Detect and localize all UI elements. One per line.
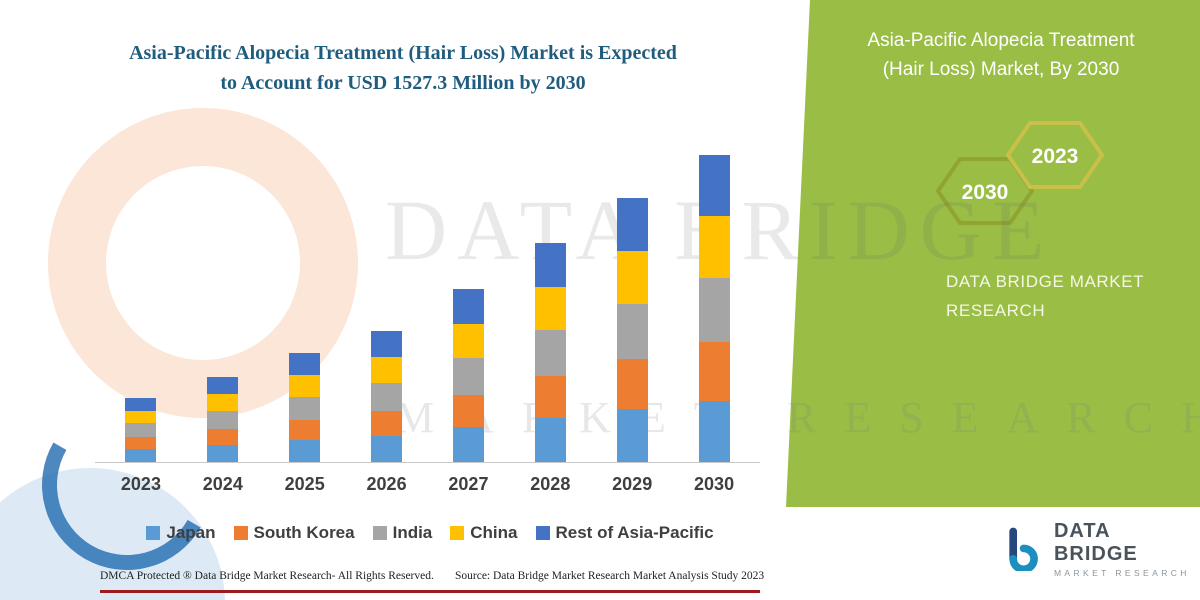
panel-brand-text: DATA BRIDGE MARKET RESEARCH	[946, 268, 1186, 326]
bar-segment-south-korea	[698, 342, 730, 401]
bar-segment-china	[534, 286, 566, 331]
bar-segment-india	[534, 330, 566, 377]
side-panel-title: Asia-Pacific Alopecia Treatment (Hair Lo…	[816, 26, 1186, 85]
bar-segment-rest-of-asia-pacific	[534, 242, 566, 287]
chart-legend: Japan South Korea India China Rest of Asia-P…	[90, 523, 770, 543]
bar-segment-rest-of-asia-pacific	[698, 154, 730, 217]
bar-segment-rest-of-asia-pacific	[289, 353, 321, 376]
bar-2030	[698, 154, 730, 462]
hexagon-2023-label: 2023	[1032, 145, 1079, 168]
legend-item-rest-of-asia-pacific: Rest of Asia-Pacific	[535, 523, 714, 543]
bar-segment-japan	[289, 440, 321, 462]
legend-label: Rest of Asia-Pacific	[555, 523, 714, 542]
side-panel-title-line1: Asia-Pacific Alopecia Treatment	[867, 30, 1135, 51]
source-note: Source: Data Bridge Market Research Mark…	[455, 570, 765, 582]
x-tick-2026: 2026	[366, 474, 407, 494]
x-axis-line	[95, 462, 760, 463]
bar-segment-china	[289, 375, 321, 397]
watermark-market-research: MARKET RESEARCH	[395, 393, 1200, 442]
chart-title-line1: Asia-Pacific Alopecia Treatment (Hair Lo…	[129, 42, 677, 64]
legend-label: India	[392, 523, 433, 542]
legend-label: South Korea	[253, 523, 355, 542]
side-panel: Asia-Pacific Alopecia Treatment (Hair Lo…	[786, 0, 1200, 507]
bar-segment-south-korea	[207, 429, 239, 446]
legend-swatch	[146, 526, 161, 540]
logo-subtitle: MARKET RESEARCH	[1053, 568, 1190, 578]
data-bridge-logo-text: DATA BRIDGE MARKET RESEARCH	[1054, 520, 1200, 578]
bar-2028	[534, 242, 566, 462]
bar-segment-india	[289, 396, 321, 420]
hexagon-2030-label: 2030	[962, 181, 1009, 204]
legend-swatch	[372, 526, 387, 540]
x-tick-2027: 2027	[448, 474, 489, 494]
bar-segment-china	[698, 216, 730, 278]
bar-2029	[616, 198, 648, 462]
panel-brand-line1: DATA BRIDGE MARKET	[946, 272, 1145, 291]
bar-segment-india	[616, 303, 648, 360]
bar-segment-china	[452, 323, 484, 359]
bar-segment-japan	[207, 445, 239, 462]
bar-segment-rest-of-asia-pacific	[207, 377, 239, 395]
hexagon-2023: 2023	[1005, 121, 1105, 189]
legend-item-japan: Japan	[146, 523, 216, 543]
x-tick-2030: 2030	[694, 474, 735, 494]
bar-segment-japan	[452, 427, 484, 462]
bar-segment-rest-of-asia-pacific	[371, 331, 403, 358]
legend-item-india: India	[372, 523, 433, 543]
bar-2023	[125, 397, 157, 462]
side-panel-title-line2: (Hair Loss) Market, By 2030	[882, 59, 1120, 81]
bar-segment-china	[616, 251, 648, 304]
data-bridge-logo-icon	[1009, 527, 1038, 571]
dmca-notice: DMCA Protected ® Data Bridge Market Rese…	[100, 570, 434, 582]
bar-segment-south-korea	[534, 376, 566, 419]
bar-segment-india	[371, 383, 403, 411]
chart-title: Asia-Pacific Alopecia Treatment (Hair Lo…	[108, 38, 698, 98]
legend-item-south-korea: South Korea	[233, 523, 355, 543]
bar-segment-india	[452, 358, 484, 395]
legend-swatch	[535, 526, 550, 540]
x-tick-2025: 2025	[284, 474, 325, 494]
bar-chart-plot-area	[100, 150, 755, 462]
bar-segment-south-korea	[452, 394, 484, 428]
bar-segment-china	[125, 410, 157, 424]
logo-name: DATA BRIDGE	[1053, 520, 1138, 565]
panel-brand-line2: RESEARCH	[946, 300, 1046, 320]
bar-2026	[371, 331, 403, 462]
bar-segment-south-korea	[125, 436, 157, 450]
bar-2027	[452, 288, 484, 462]
bar-segment-china	[371, 357, 403, 384]
bar-segment-india	[125, 423, 157, 437]
data-bridge-logo: DATA BRIDGE MARKET RESEARCH	[1000, 520, 1200, 578]
x-axis-labels: 2023 2024 2025 2026 2027 2028 2029 2030	[100, 474, 755, 495]
bar-2024	[207, 377, 239, 462]
bar-segment-japan	[534, 418, 566, 462]
legend-item-china: China	[450, 523, 518, 543]
bar-2025	[289, 353, 321, 462]
x-tick-2029: 2029	[612, 474, 653, 494]
chart-title-line2: to Account for USD 1527.3 Million by 203…	[220, 72, 586, 94]
bar-segment-rest-of-asia-pacific	[616, 198, 648, 252]
bar-segment-japan	[698, 400, 730, 462]
bar-segment-south-korea	[371, 410, 403, 436]
legend-label: China	[470, 523, 518, 542]
bar-segment-china	[207, 394, 239, 412]
bar-segment-japan	[125, 449, 157, 462]
bar-segment-south-korea	[616, 359, 648, 410]
x-tick-2024: 2024	[202, 474, 243, 494]
legend-swatch	[450, 526, 465, 540]
x-tick-2028: 2028	[530, 474, 571, 494]
bar-segment-rest-of-asia-pacific	[452, 288, 484, 324]
legend-swatch	[233, 526, 248, 540]
bar-segment-india	[698, 277, 730, 343]
x-tick-2023: 2023	[120, 474, 161, 494]
legend-label: Japan	[166, 523, 216, 542]
bar-segment-japan	[371, 435, 403, 462]
footer-red-rule	[100, 590, 760, 593]
bar-segment-rest-of-asia-pacific	[125, 397, 157, 411]
bar-segment-south-korea	[289, 419, 321, 441]
bar-segment-india	[207, 411, 239, 429]
bar-segment-japan	[616, 409, 648, 462]
